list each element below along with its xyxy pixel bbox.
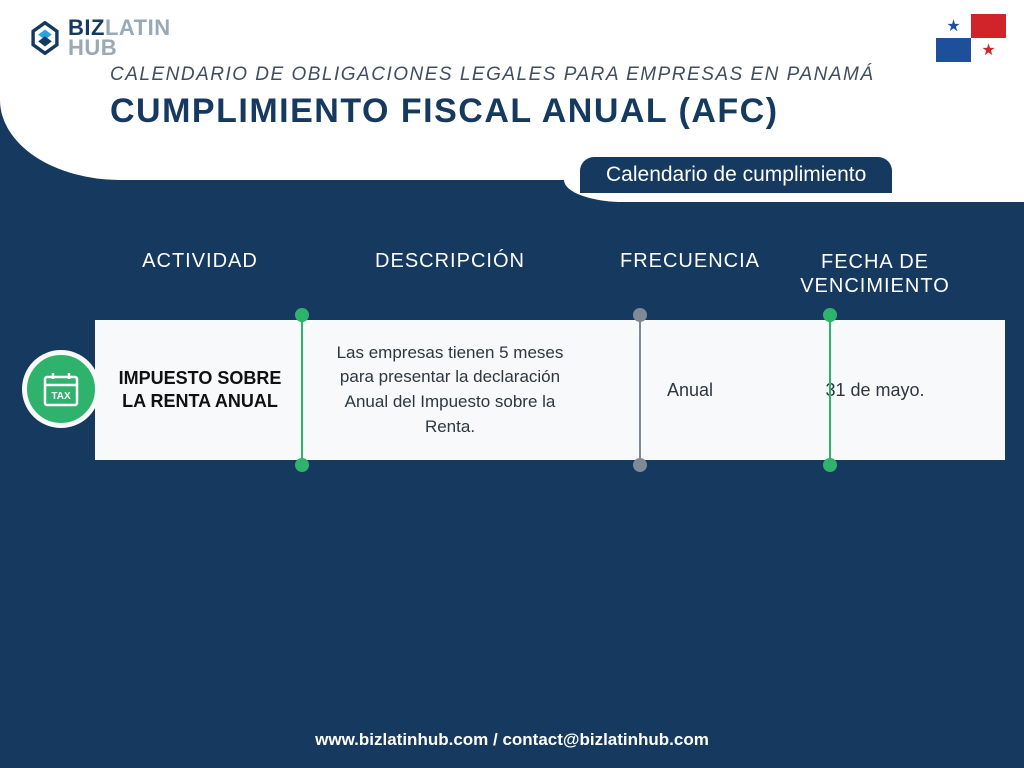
page-subtitle: CALENDARIO DE OBLIGACIONES LEGALES PARA … — [110, 64, 875, 86]
col-frequency: FRECUENCIA — [595, 250, 785, 298]
cell-description: Las empresas tienen 5 meses para present… — [305, 341, 595, 440]
col-activity: ACTIVIDAD — [95, 250, 305, 298]
column-divider — [300, 308, 304, 472]
page-title: CUMPLIMIENTO FISCAL ANUAL (AFC) — [110, 92, 779, 131]
flag-q4: ★ — [971, 38, 1006, 62]
cell-due: 31 de mayo. — [785, 380, 965, 401]
column-divider — [638, 308, 642, 472]
column-headers: ACTIVIDAD DESCRIPCIÓN FRECUENCIA FECHA D… — [95, 250, 1005, 298]
footer-contact: www.bizlatinhub.com / contact@bizlatinhu… — [0, 730, 1024, 750]
table-row: IMPUESTO SOBRE LA RENTA ANUAL Las empres… — [95, 320, 1005, 460]
logo-text: BIZLATIN HUB — [68, 18, 171, 58]
brand-logo: BIZLATIN HUB — [28, 18, 171, 58]
panama-flag-icon: ★ ★ — [936, 14, 1006, 62]
logo-hub: HUB — [68, 38, 171, 58]
column-divider — [828, 308, 832, 472]
flag-q1: ★ — [936, 14, 971, 38]
logo-mark-icon — [28, 21, 62, 55]
flag-q2 — [971, 14, 1006, 38]
section-pill: Calendario de cumplimiento — [580, 157, 892, 193]
flag-q3 — [936, 38, 971, 62]
svg-text:TAX: TAX — [51, 391, 71, 402]
col-due: FECHA DE VENCIMIENTO — [785, 250, 965, 298]
cell-frequency: Anual — [595, 380, 785, 401]
tax-calendar-icon: TAX — [22, 350, 100, 428]
col-description: DESCRIPCIÓN — [305, 250, 595, 298]
cell-activity: IMPUESTO SOBRE LA RENTA ANUAL — [95, 367, 305, 414]
